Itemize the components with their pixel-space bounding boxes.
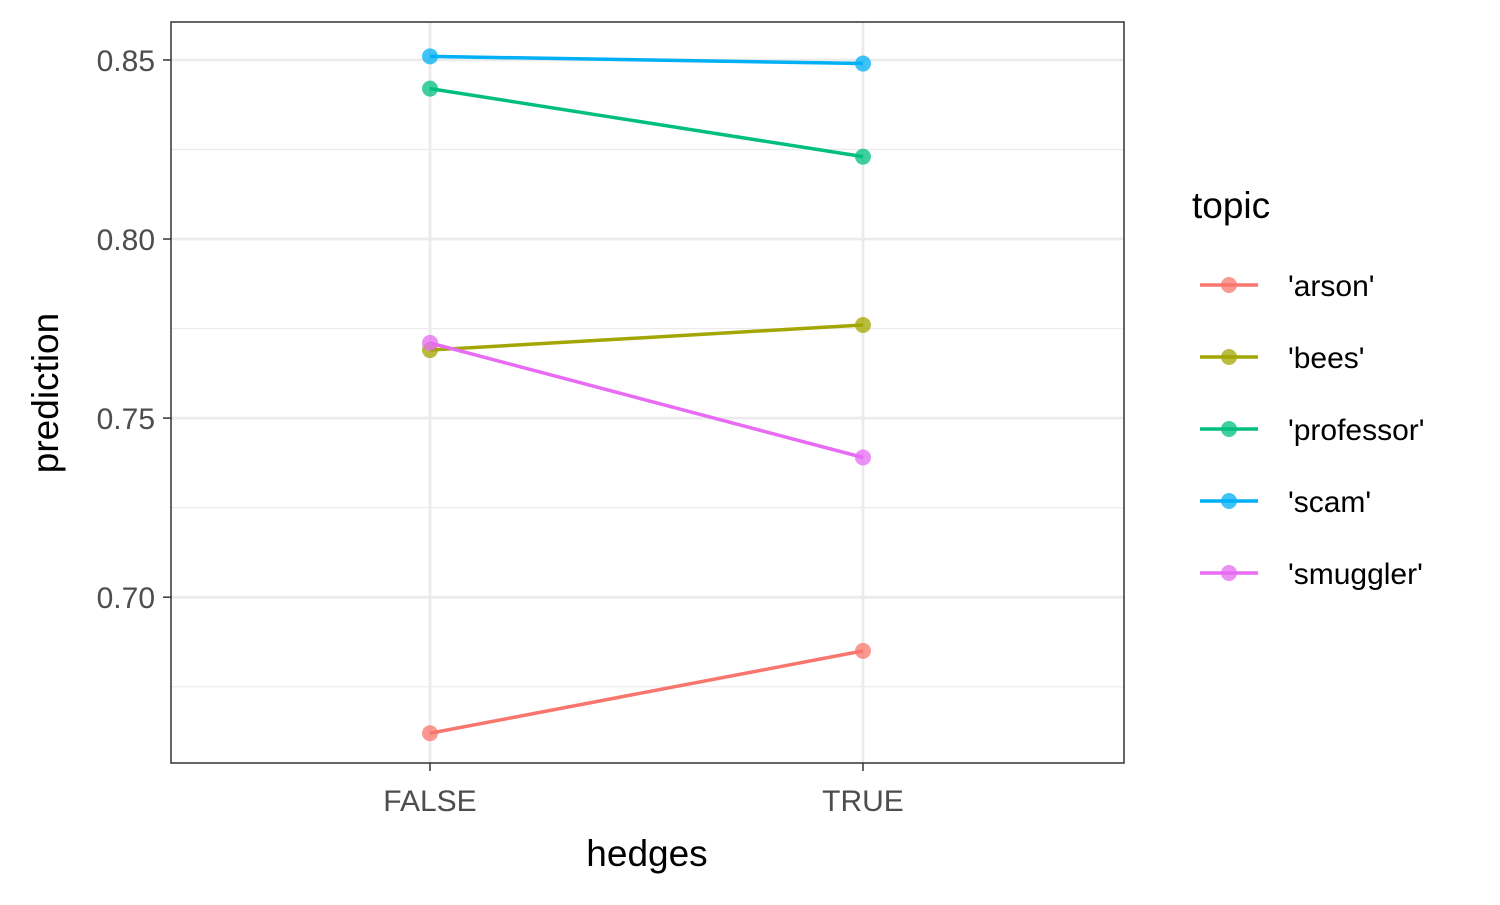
data-point — [422, 725, 438, 742]
legend-label: 'bees' — [1288, 342, 1365, 375]
series-line — [429, 649, 864, 735]
legend-key-point — [1221, 493, 1237, 509]
legend-entry: 'scam' — [1200, 486, 1371, 519]
series-2 — [422, 80, 871, 165]
x-tick-label: FALSE — [383, 785, 476, 818]
data-point — [855, 642, 871, 659]
data-point — [855, 55, 871, 72]
series-line — [429, 341, 864, 460]
plot-background — [171, 22, 1124, 763]
y-axis-title: prediction — [25, 313, 66, 473]
legend-key-point — [1221, 349, 1237, 365]
x-tick-label: TRUE — [822, 785, 904, 818]
data-point — [855, 449, 871, 466]
series-4 — [422, 334, 871, 466]
data-point — [855, 148, 871, 165]
legend-title: topic — [1192, 185, 1270, 226]
series-line — [429, 54, 864, 66]
y-tick-label: 0.70 — [97, 582, 155, 615]
series-0 — [422, 642, 871, 742]
legend-entry: 'arson' — [1200, 270, 1375, 303]
legend-label: 'professor' — [1288, 414, 1425, 447]
series-line — [429, 323, 864, 352]
legend-key-point — [1221, 277, 1237, 293]
legend-key-point — [1221, 421, 1237, 437]
y-tick-label: 0.75 — [97, 403, 155, 436]
axis-layer: 0.70 0.75 0.80 0.85 FALSE TRUE — [97, 45, 904, 818]
series-3 — [422, 48, 871, 72]
data-point — [422, 334, 438, 351]
plot-border — [170, 21, 1125, 764]
data-point — [422, 80, 438, 97]
legend-label: 'scam' — [1288, 486, 1371, 519]
legend-entry: 'smuggler' — [1200, 558, 1423, 591]
y-tick-label: 0.85 — [97, 45, 155, 78]
data-point — [422, 48, 438, 65]
series-line — [429, 86, 864, 159]
legend-key-point — [1221, 565, 1237, 581]
legend: topic 'arson' 'bees' 'professor' 'scam' 'smu… — [1192, 185, 1425, 591]
grid-layer — [171, 22, 1124, 763]
legend-label: 'smuggler' — [1288, 558, 1423, 591]
series-layer — [422, 48, 871, 742]
y-tick-label: 0.80 — [97, 224, 155, 257]
x-axis-title: hedges — [586, 833, 707, 874]
legend-entry: 'bees' — [1200, 342, 1365, 375]
legend-entry: 'professor' — [1200, 414, 1425, 447]
data-point — [855, 316, 871, 333]
legend-label: 'arson' — [1288, 270, 1375, 303]
